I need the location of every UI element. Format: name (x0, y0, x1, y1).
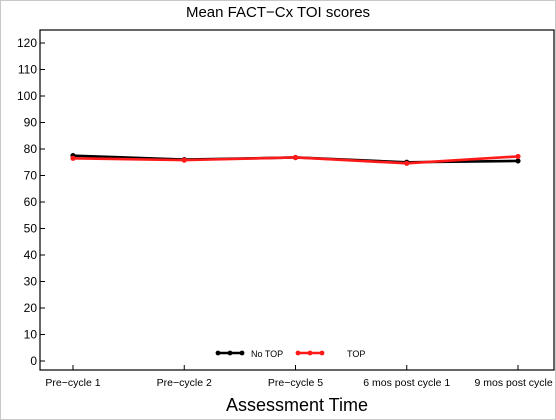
y-tick-label: 40 (24, 248, 38, 262)
y-tick-label: 110 (18, 63, 37, 77)
y-tick-label: 50 (24, 222, 38, 236)
legend-swatch-point (295, 350, 301, 356)
y-tick-label: 30 (24, 275, 38, 289)
data-point (292, 154, 299, 161)
data-point (515, 158, 521, 164)
y-tick-label: 20 (24, 301, 38, 315)
legend-swatch-point (307, 350, 313, 356)
x-tick-label: Pre−cycle 5 (268, 377, 323, 389)
y-tick-label: 90 (24, 116, 38, 130)
legend-swatch-point (239, 350, 245, 356)
legend-swatch-point (215, 350, 221, 356)
y-tick-label: 120 (17, 36, 37, 50)
y-tick-label: 10 (24, 328, 38, 342)
series-lines (70, 153, 521, 166)
x-tick-label: 6 mos post cycle 1 (363, 377, 450, 389)
legend-label: TOP (347, 349, 365, 359)
plot-frame (39, 29, 555, 371)
y-tick-label: 80 (24, 142, 38, 156)
chart-title: Mean FACT−Cx TOI scores (185, 4, 371, 21)
data-point (181, 157, 187, 163)
legend-swatch-point (319, 350, 325, 356)
y-axis: 0 10 20 30 40 50 60 70 80 90 100 110 120 (17, 36, 45, 368)
data-point (404, 160, 410, 166)
y-tick-label: 100 (17, 89, 37, 103)
y-tick-label: 60 (24, 195, 38, 209)
y-tick-label: 0 (30, 354, 37, 368)
legend-swatch-point (227, 350, 233, 356)
y-tick-label: 70 (24, 169, 38, 183)
legend: No TOP TOP (215, 349, 365, 359)
x-axis: Pre−cycle 1 Pre−cycle 2 Pre−cycle 5 6 mos p… (45, 365, 556, 389)
x-tick-label: Pre−cycle 1 (45, 377, 100, 389)
x-tick-label: 9 mos post cycle 1 (475, 377, 556, 389)
x-axis-label: Assessment Time (226, 395, 368, 415)
x-tick-label: Pre−cycle 2 (157, 377, 212, 389)
data-point (70, 155, 76, 161)
legend-label: No TOP (251, 349, 283, 359)
data-point (515, 153, 521, 160)
